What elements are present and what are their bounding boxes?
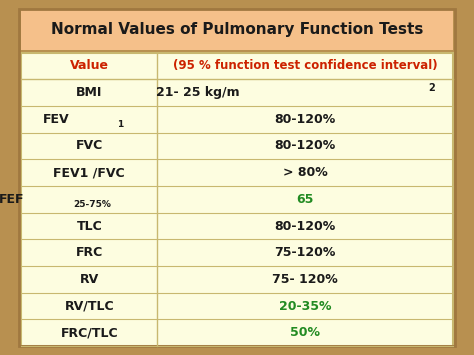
Text: 20-35%: 20-35% — [279, 300, 331, 313]
Text: FEV: FEV — [43, 113, 70, 126]
Text: 80-120%: 80-120% — [274, 219, 336, 233]
Bar — [21, 53, 453, 346]
Text: 75- 120%: 75- 120% — [272, 273, 338, 286]
Text: (95 % function test confidence interval): (95 % function test confidence interval) — [173, 59, 437, 72]
Bar — [21, 9, 453, 50]
Text: Normal Values of Pulmonary Function Tests: Normal Values of Pulmonary Function Test… — [51, 22, 423, 37]
Text: FEF: FEF — [0, 193, 24, 206]
Text: 75-120%: 75-120% — [274, 246, 336, 259]
Text: TLC: TLC — [76, 219, 102, 233]
Text: 21- 25 kg/m: 21- 25 kg/m — [156, 86, 240, 99]
Text: 25-75%: 25-75% — [73, 200, 110, 209]
Text: 80-120%: 80-120% — [274, 140, 336, 152]
Text: FVC: FVC — [76, 140, 103, 152]
Text: > 80%: > 80% — [283, 166, 328, 179]
Text: 80-120%: 80-120% — [274, 113, 336, 126]
Text: FRC: FRC — [76, 246, 103, 259]
Text: 65: 65 — [296, 193, 314, 206]
Text: 50%: 50% — [290, 326, 320, 339]
Text: RV/TLC: RV/TLC — [64, 300, 114, 313]
Text: BMI: BMI — [76, 86, 102, 99]
Text: Value: Value — [70, 59, 109, 72]
Bar — [21, 53, 453, 346]
Text: FEV1 /FVC: FEV1 /FVC — [54, 166, 125, 179]
Text: FRC/TLC: FRC/TLC — [61, 326, 118, 339]
Text: RV: RV — [80, 273, 99, 286]
Text: 1: 1 — [118, 120, 124, 129]
Text: 2: 2 — [428, 83, 436, 93]
